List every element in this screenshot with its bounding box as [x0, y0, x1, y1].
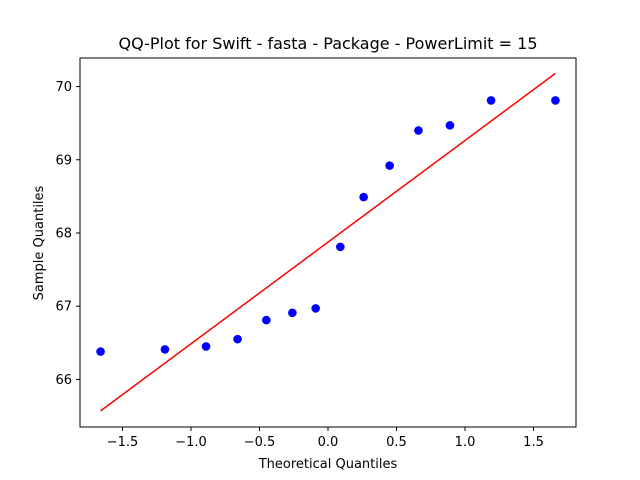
reference-line — [100, 72, 556, 412]
y-axis: 66 67 68 69 70 — [55, 80, 80, 388]
x-tick-label: 0.0 — [318, 435, 339, 450]
x-tick-label: −0.5 — [244, 435, 276, 450]
y-axis-label: Sample Quantiles — [32, 185, 47, 300]
data-point — [262, 315, 271, 325]
x-axis: −1.5 −1.0 −0.5 0.0 0.5 1.0 1.5 — [107, 427, 544, 450]
data-point — [551, 96, 560, 105]
y-tick-label: 66 — [55, 373, 72, 388]
y-tick-label: 67 — [55, 300, 72, 315]
x-axis-label: Theoretical Quantiles — [258, 457, 398, 472]
data-point — [336, 242, 345, 252]
plot-area — [96, 72, 560, 412]
data-point — [486, 96, 496, 105]
data-point — [385, 161, 394, 170]
data-point — [160, 345, 170, 354]
x-tick-label: 1.0 — [455, 435, 476, 450]
data-point — [414, 126, 423, 135]
data-point — [311, 304, 320, 313]
x-tick-label: −1.5 — [107, 435, 139, 450]
y-tick-label: 70 — [55, 80, 72, 95]
x-tick-label: −1.0 — [175, 435, 207, 450]
x-tick-label: 1.5 — [523, 435, 544, 450]
chart-title: QQ-Plot for Swift - fasta - Package - Po… — [118, 34, 537, 53]
data-point — [96, 347, 105, 356]
data-point — [288, 308, 297, 318]
y-tick-label: 69 — [55, 153, 72, 168]
x-tick-label: 0.5 — [386, 435, 407, 450]
data-point — [201, 342, 211, 351]
data-point — [445, 121, 455, 130]
data-point — [359, 192, 368, 202]
data-point — [233, 334, 242, 344]
y-tick-label: 68 — [55, 226, 72, 241]
